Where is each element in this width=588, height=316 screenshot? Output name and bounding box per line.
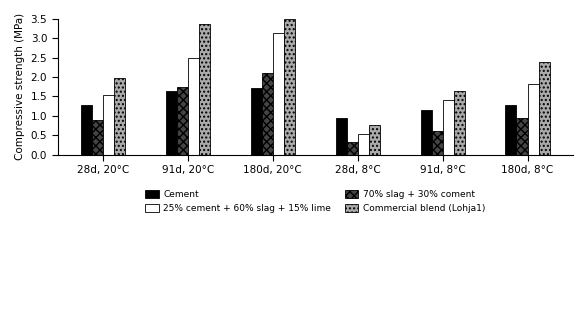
Bar — [420, 110, 432, 155]
Bar — [539, 62, 550, 155]
Bar — [262, 73, 273, 155]
Bar — [527, 84, 539, 155]
Bar — [284, 19, 295, 155]
Bar — [92, 120, 103, 155]
Bar — [443, 100, 454, 155]
Bar — [114, 78, 125, 155]
Bar — [454, 91, 465, 155]
Bar — [103, 94, 114, 155]
Y-axis label: Compressive strength (MPa): Compressive strength (MPa) — [15, 13, 25, 161]
Bar — [177, 87, 188, 155]
Bar — [516, 118, 527, 155]
Bar — [251, 88, 262, 155]
Legend: Cement, 25% cement + 60% slag + 15% lime, 70% slag + 30% coment, Commercial blen: Cement, 25% cement + 60% slag + 15% lime… — [142, 186, 489, 216]
Bar — [369, 125, 380, 155]
Bar — [188, 58, 199, 155]
Bar — [81, 106, 92, 155]
Bar — [347, 142, 358, 155]
Bar — [358, 134, 369, 155]
Bar — [166, 91, 177, 155]
Bar — [336, 118, 347, 155]
Bar — [506, 105, 516, 155]
Bar — [273, 33, 284, 155]
Bar — [432, 131, 443, 155]
Bar — [199, 24, 210, 155]
